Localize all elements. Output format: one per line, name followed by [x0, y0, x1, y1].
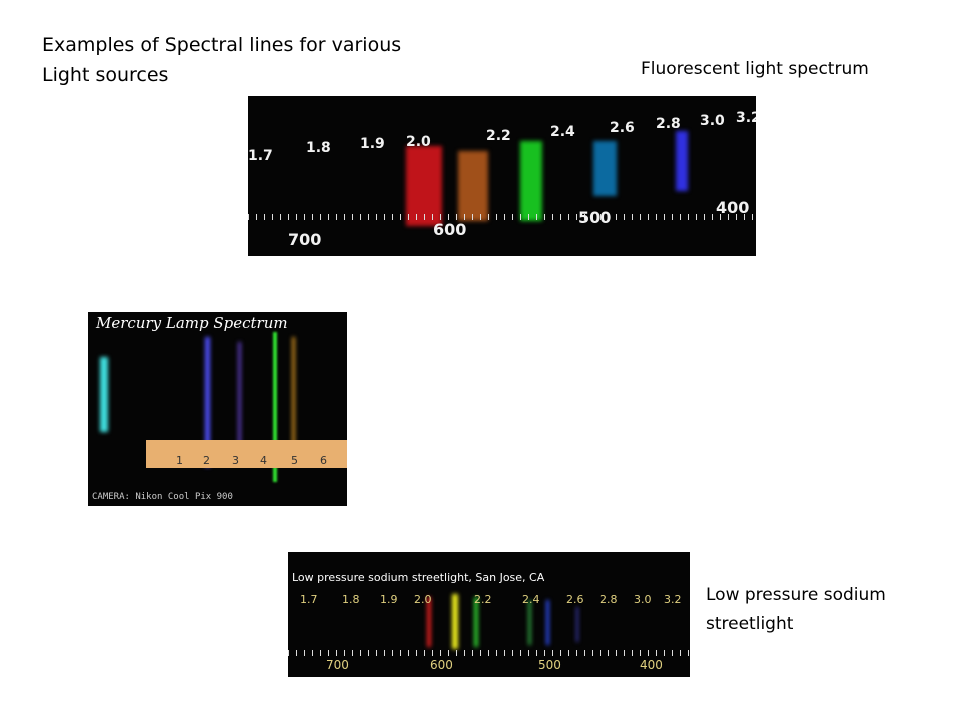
scale-label: 500 [538, 658, 561, 672]
spectral-band [238, 342, 241, 462]
scale-label: 3.0 [700, 113, 725, 129]
scale-label: 1 [176, 454, 183, 467]
scale-label: 2.4 [522, 593, 540, 606]
spectral-band [292, 337, 295, 457]
scale-label: 3.0 [634, 593, 652, 606]
scale-label: 2.0 [406, 134, 431, 150]
spectral-band [406, 146, 442, 226]
scale-label: 2.0 [414, 593, 432, 606]
title-line: Light sources [42, 64, 169, 86]
spectral-band [205, 337, 210, 467]
scale-label: 6 [320, 454, 327, 467]
spectral-band [458, 151, 488, 221]
scale-label: 1.9 [360, 136, 385, 152]
scale-label: 2.2 [474, 593, 492, 606]
spectral-band [676, 131, 688, 191]
scale-label: 1.8 [342, 593, 360, 606]
spectral-band [576, 607, 578, 642]
ruler [248, 214, 756, 220]
scale-label: 1.8 [306, 140, 331, 156]
title: Examples of Spectral lines for various L… [42, 30, 401, 90]
scale-label: 1.9 [380, 593, 398, 606]
spectral-band [427, 597, 431, 647]
scale-label: 3.2 [664, 593, 682, 606]
scale-label: 2.6 [610, 120, 635, 136]
scale-label: 400 [716, 198, 750, 217]
ruler [288, 650, 690, 656]
scale-label: 2 [203, 454, 210, 467]
fluorescent-photo: 1.7 1.8 1.9 2.0 2.2 2.4 2.6 2.8 3.0 3.2 700 600 500 4… [248, 96, 756, 256]
caption: Low pressure sodium streetlight [706, 581, 886, 639]
spectral-band [273, 332, 277, 482]
photo-caption: Low pressure sodium streetlight, San Jos… [292, 571, 545, 584]
spectral-band [593, 141, 617, 196]
sodium-photo: Low pressure sodium streetlight, San Jos… [288, 552, 690, 677]
scale-label: 3.2 [736, 110, 756, 126]
spectral-band [546, 600, 549, 645]
scale-label: 700 [326, 658, 349, 672]
scale-label: 3 [232, 454, 239, 467]
ruler [146, 440, 347, 468]
scale-label: 600 [433, 220, 467, 239]
scale-label: 2.2 [486, 128, 511, 144]
caption-line: streetlight [706, 614, 794, 634]
mercury-photo: Mercury Lamp Spectrum CAMERA: Nikon Cool… [88, 312, 347, 506]
scale-label: 1.7 [300, 593, 318, 606]
scale-label: 2.8 [600, 593, 618, 606]
scale-label: 400 [640, 658, 663, 672]
title-line: Examples of Spectral lines for various [42, 34, 402, 56]
scale-label: 2.8 [656, 116, 681, 132]
photo-credit: CAMERA: Nikon Cool Pix 900 [92, 492, 233, 502]
scale-label: 700 [288, 230, 322, 249]
scale-label: 1.7 [248, 148, 273, 164]
spectral-band [452, 594, 458, 649]
spectral-band [474, 597, 478, 647]
scale-label: 5 [291, 454, 298, 467]
spectral-band [520, 141, 542, 221]
caption: Fluorescent light spectrum [641, 59, 869, 79]
scale-label: 600 [430, 658, 453, 672]
photo-caption: Mercury Lamp Spectrum [96, 314, 288, 332]
scale-label: 500 [578, 208, 612, 227]
spectral-band [100, 357, 108, 432]
caption-line: Low pressure sodium [706, 585, 886, 605]
scale-label: 2.6 [566, 593, 584, 606]
scale-label: 2.4 [550, 124, 575, 140]
spectral-band [528, 600, 531, 645]
scale-label: 4 [260, 454, 267, 467]
